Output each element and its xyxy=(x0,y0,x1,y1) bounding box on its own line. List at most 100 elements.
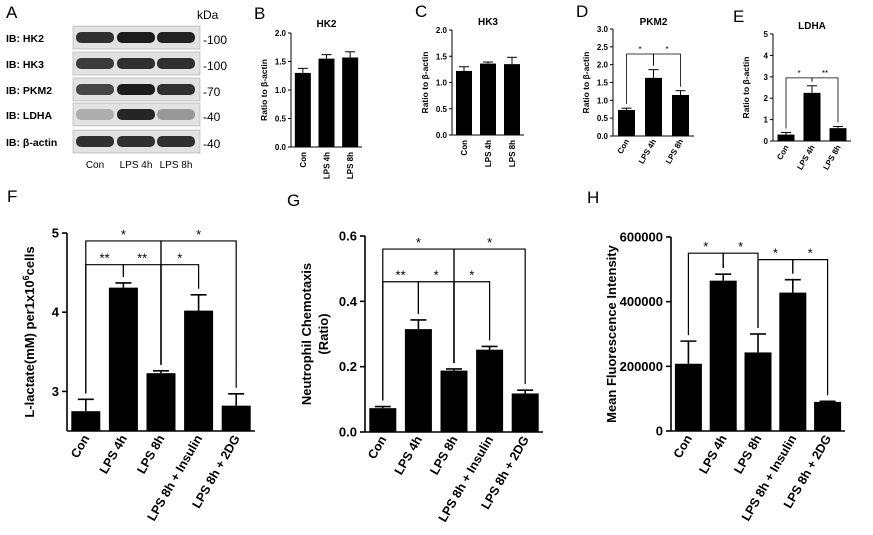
x-tick-label: LPS 8h xyxy=(508,140,517,167)
y-tick-label: 0.0 xyxy=(275,143,287,152)
bar xyxy=(146,373,176,431)
panel-label: F xyxy=(7,187,17,206)
y-tick-label: 0.2 xyxy=(339,359,357,374)
y-tick-label: 1.5 xyxy=(275,58,287,67)
molecular-weight-label: -40 xyxy=(203,110,221,124)
chart-panel-c: C HK3 0.0 0.5 1.0 1.5 2.0 Ratio to β-actin Con LP… xyxy=(415,2,524,167)
significance-bracket xyxy=(453,248,526,385)
y-tick-label: 0.4 xyxy=(339,294,358,309)
y-axis-label: Ratio to β-actin xyxy=(741,57,751,119)
y-tick-label: 1.0 xyxy=(275,86,287,95)
x-tick-label: Con xyxy=(299,152,308,168)
y-tick-label: 0.6 xyxy=(339,229,357,244)
y-tick-label: 5 xyxy=(52,226,59,241)
y-tick-label: 1.0 xyxy=(436,79,448,88)
panel-label: D xyxy=(576,2,588,21)
y-tick-label: 4 xyxy=(764,51,769,60)
y-tick-label: 3 xyxy=(52,384,59,399)
blot-band xyxy=(117,109,155,120)
blot-band xyxy=(157,84,195,95)
bar xyxy=(779,292,807,431)
chart-panel-d: D PKM2 0.0 0.5 1.0 1.5 2.0 2.5 3.0 Ratio to β-act… xyxy=(576,2,694,165)
molecular-weight-label: -100 xyxy=(203,59,227,73)
blot-row-label: IB: LDHA xyxy=(6,110,52,122)
y-tick-label: 0 xyxy=(656,424,663,439)
y-axis-label: Neutrophil Chemotaxis xyxy=(299,263,314,405)
y-tick-label: 2.5 xyxy=(597,43,609,52)
lane-label: Con xyxy=(86,160,104,171)
chart-panel-b: B HK2 0.0 0.5 1.0 1.5 2.0 Ratio to β-actin Con LP… xyxy=(254,4,362,179)
blot-band xyxy=(117,58,155,69)
x-tick-label: Con xyxy=(671,433,695,461)
y-tick-label: 0 xyxy=(764,137,769,146)
bar xyxy=(71,411,101,431)
blot-band xyxy=(76,84,114,95)
significance-marker: * xyxy=(808,246,813,261)
y-tick-label: 2.0 xyxy=(275,29,287,38)
y-tick-label: 3 xyxy=(764,73,769,82)
bar xyxy=(829,128,847,141)
x-tick-label: LPS 4h xyxy=(795,143,816,171)
bar xyxy=(294,72,311,147)
x-tick-label: LPS 4h xyxy=(696,433,729,477)
y-axis-label: Ratio to β-actin xyxy=(259,59,269,121)
bar xyxy=(476,349,504,432)
significance-marker: ** xyxy=(137,251,147,266)
x-tick-label: Con xyxy=(775,143,791,161)
blot-row-label: IB: HK3 xyxy=(6,59,44,71)
y-tick-label: 4 xyxy=(52,305,60,320)
significance-marker: ** xyxy=(822,69,828,78)
x-tick-label: LPS 4h xyxy=(637,137,658,165)
significance-marker: * xyxy=(416,235,421,250)
significance-marker: * xyxy=(196,227,201,242)
y-tick-label: 2 xyxy=(764,94,769,103)
y-tick-label: 0.0 xyxy=(339,425,357,440)
blot-band xyxy=(157,32,195,43)
bar xyxy=(744,352,772,431)
lane-label: LPS 8h xyxy=(160,160,193,171)
y-tick-label: 0.5 xyxy=(597,114,609,123)
blot-row-label: IB: HK2 xyxy=(6,33,44,45)
bar xyxy=(318,58,335,147)
bar xyxy=(674,363,702,431)
lane-label: LPS 4h xyxy=(120,160,153,171)
bar xyxy=(221,405,251,431)
bar xyxy=(618,109,635,136)
chart-title: PKM2 xyxy=(640,17,668,28)
bar xyxy=(108,287,138,431)
panel-label: G xyxy=(287,191,300,210)
bar xyxy=(404,329,432,432)
blot-band xyxy=(76,136,114,147)
bar xyxy=(184,310,214,431)
y-tick-label: 1 xyxy=(764,116,769,125)
blot-row-label: IB: PKM2 xyxy=(6,85,52,97)
blot-band xyxy=(76,58,114,69)
y-tick-label: 600000 xyxy=(620,230,663,245)
significance-marker: ** xyxy=(396,268,406,283)
bar xyxy=(504,64,520,135)
bar xyxy=(777,134,795,141)
kda-unit-label: kDa xyxy=(197,8,219,22)
bar xyxy=(456,70,472,135)
x-tick-label: LPS 8h xyxy=(346,152,355,179)
y-axis-label: (Ratio) xyxy=(316,313,331,354)
y-axis-label: Mean Fluorescence Intensity xyxy=(604,244,619,422)
significance-marker: * xyxy=(773,246,778,261)
x-tick-label: LPS 8h xyxy=(664,137,685,165)
bar xyxy=(672,94,689,136)
significance-marker: * xyxy=(487,235,492,250)
blot-band xyxy=(157,136,195,147)
blot-band xyxy=(76,109,114,120)
significance-bracket xyxy=(160,240,237,388)
bar xyxy=(511,393,539,432)
x-tick-label: LPS 8h xyxy=(427,434,460,478)
significance-marker: * xyxy=(121,227,126,242)
y-tick-label: 1.5 xyxy=(597,79,609,88)
y-tick-label: 400000 xyxy=(620,294,663,309)
bar xyxy=(440,370,468,432)
significance-marker: * xyxy=(797,69,800,78)
blot-band xyxy=(117,32,155,43)
